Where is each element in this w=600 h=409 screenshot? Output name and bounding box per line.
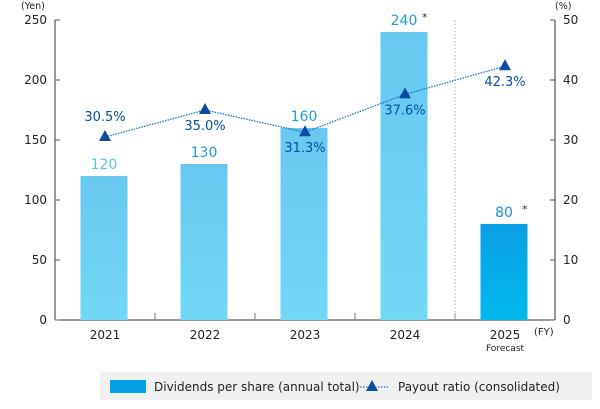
payout-ratio-label: 42.3% [484,75,525,90]
payout-ratio-point [499,59,511,71]
legend-background [100,372,592,400]
bar-2021 [80,176,128,320]
right-tick-label: 50 [563,13,578,27]
x-tick-sublabel: Forecast [486,344,525,354]
bar-value-label: 160 [291,109,318,125]
x-axis-unit: (FY) [534,327,554,338]
bar-value-label: 240 [391,13,418,29]
bar-2025 [480,224,528,320]
legend: Dividends per share (annual total) Payou… [100,372,592,400]
left-tick-label: 250 [24,13,47,27]
legend-payout-label: Payout ratio (consolidated) [398,380,560,394]
x-tick-label: 2025 [490,328,521,342]
payout-ratio-label: 37.6% [384,103,425,118]
left-tick-label: 150 [24,133,47,147]
right-axis-unit: (%) [555,1,571,12]
left-axis-unit: (Yen) [21,1,45,12]
legend-dividends-label: Dividends per share (annual total) [154,380,360,394]
left-tick-label: 0 [39,313,47,327]
bar-value-label: 120 [91,157,118,173]
x-tick-label: 2024 [390,328,421,342]
payout-ratio-point [299,125,311,137]
right-tick-label: 40 [563,73,578,87]
bar-2024 [380,32,428,320]
legend-triangle-icon [366,380,378,391]
bar-note-asterisk: * [422,11,428,24]
x-tick-label: 2023 [290,328,321,342]
payout-ratio-label: 31.3% [284,141,325,156]
left-tick-label: 50 [32,253,47,267]
payout-ratio-point [399,87,411,99]
legend-bar-swatch [110,380,146,393]
payout-ratio-point [99,130,111,141]
x-tick-label: 2021 [90,328,121,342]
right-tick-label: 20 [563,193,578,207]
payout-ratio-point [199,103,211,114]
right-tick-label: 30 [563,133,578,147]
bar-value-label: 80 [495,205,513,221]
payout-ratio-label: 35.0% [184,119,225,134]
bar-2022 [180,164,228,320]
right-tick-label: 10 [563,253,578,267]
left-tick-label: 100 [24,193,47,207]
bar-value-label: 130 [191,145,218,161]
right-tick-label: 0 [563,313,571,327]
x-tick-label: 2022 [190,328,221,342]
left-tick-label: 200 [24,73,47,87]
payout-ratio-label: 30.5% [84,110,125,125]
bar-note-asterisk: * [522,203,528,216]
bar-2023 [280,128,328,320]
